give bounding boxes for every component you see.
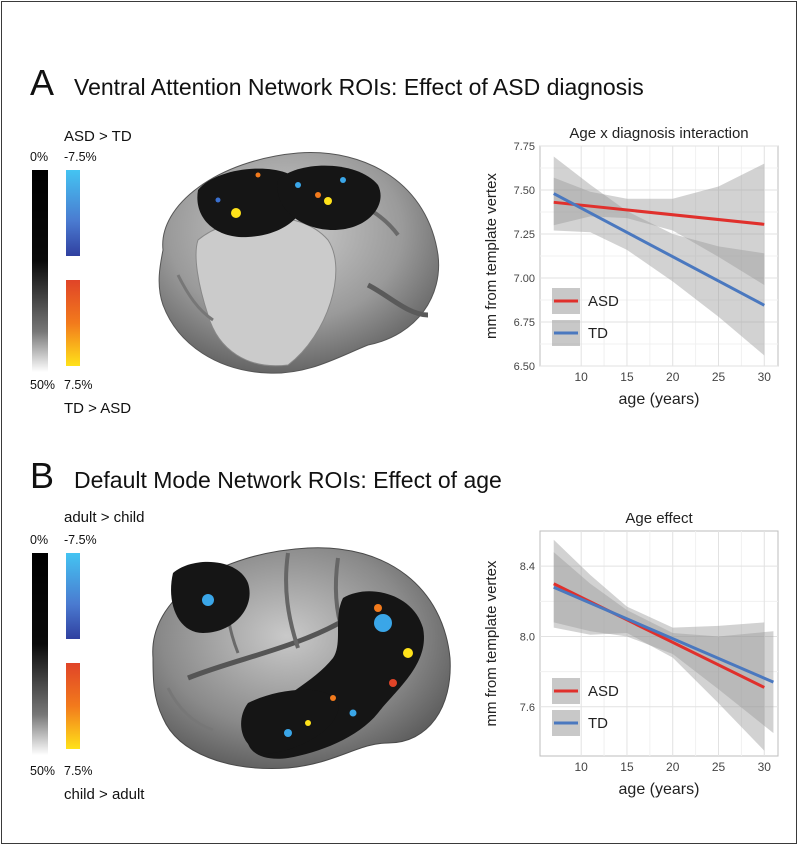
x-tick-label: 15 (620, 760, 634, 774)
chart-title: Age x diagnosis interaction (569, 125, 748, 142)
x-tick-label: 20 (666, 760, 680, 774)
confidence-band-td (553, 552, 774, 734)
panel-b-title: Default Mode Network ROIs: Effect of age (74, 467, 502, 493)
blob-blue (295, 182, 301, 188)
blob-yellow (231, 208, 241, 218)
y-tick-label: 7.00 (514, 273, 535, 285)
panel-b-pct-top-right: -7.5% (64, 533, 97, 547)
blob-blue (202, 594, 214, 606)
chart-title: Age effect (625, 510, 693, 527)
blob-yellow (403, 648, 413, 658)
blob-blue (284, 729, 292, 737)
series-line-td (553, 585, 775, 684)
y-axis-label: mm from template vertex (483, 560, 500, 726)
confidence-band-td (553, 156, 765, 356)
legend-label-asd: ASD (588, 683, 619, 700)
series-line-asd (553, 200, 765, 226)
panel-b-pct-bottom-left: 50% (30, 764, 56, 778)
panel-a-blue-bar (66, 170, 80, 256)
panel-a-hot-bar (66, 280, 80, 366)
blob-blue (349, 709, 357, 717)
series-line-td (553, 192, 765, 307)
y-tick-label: 7.6 (520, 702, 535, 714)
panel-b-pct-bottom-right: 7.5% (64, 764, 93, 778)
blob-blue (215, 197, 221, 203)
x-tick-label: 25 (712, 370, 726, 384)
panel-b-pct-top-left: 0% (30, 533, 49, 547)
blob-orange (330, 695, 336, 701)
y-tick-label: 7.25 (514, 229, 535, 241)
x-tick-label: 10 (575, 760, 589, 774)
panel-b-letter: B (30, 455, 55, 496)
blob-orange (315, 192, 321, 198)
x-axis-label: age (years) (619, 391, 700, 408)
panel-b-grayscale-bar (32, 553, 48, 755)
panel-a-letter: A (30, 62, 55, 103)
y-tick-label: 7.50 (514, 185, 535, 197)
panel-b-brain-lateral (152, 547, 451, 770)
x-tick-label: 15 (620, 370, 634, 384)
panel-a-title: Ventral Attention Network ROIs: Effect o… (74, 74, 644, 100)
panel-a-pct-bottom-left: 50% (30, 378, 56, 392)
blob-blue (374, 614, 392, 632)
confidence-band-asd (553, 539, 765, 751)
x-tick-label: 20 (666, 370, 680, 384)
legend-label-td: TD (588, 325, 608, 342)
y-tick-label: 7.75 (514, 141, 535, 153)
blob-orange (374, 604, 382, 612)
y-tick-label: 6.50 (514, 361, 535, 373)
panel-b-blue-bar (66, 553, 80, 639)
x-axis-label: age (years) (619, 781, 700, 798)
blob-yellow (305, 720, 311, 726)
x-tick-label: 10 (575, 370, 589, 384)
chart-age-diagnosis: 10 15 20 25 30 6.50 6.75 7.00 7.25 7.50 7.75 ASD TD A… (483, 125, 779, 408)
panel-a-pct-top-right: -7.5% (64, 150, 97, 164)
blob-blue (340, 177, 346, 183)
legend-label-td: TD (588, 715, 608, 732)
panel-a-scale-bottom-label: TD > ASD (64, 400, 132, 417)
panel-b-scale-top-label: adult > child (64, 509, 145, 526)
x-tick-label: 30 (758, 760, 772, 774)
blob-orange (255, 172, 261, 178)
panel-a-pct-bottom-right: 7.5% (64, 378, 93, 392)
confidence-band-asd (553, 163, 765, 286)
y-tick-label: 8.4 (520, 561, 535, 573)
panel-a-scale-top-label: ASD > TD (64, 128, 132, 145)
x-tick-label: 30 (758, 370, 772, 384)
legend-label-asd: ASD (588, 293, 619, 310)
panel-a-grayscale-bar (32, 170, 48, 372)
panel-b-hot-bar (66, 663, 80, 749)
panel-a-brain-medial (158, 152, 440, 374)
panel-b-scale-bottom-label: child > adult (64, 786, 145, 803)
y-tick-label: 8.0 (520, 631, 535, 643)
y-axis-label: mm from template vertex (483, 173, 500, 339)
panel-a-pct-top-left: 0% (30, 150, 49, 164)
chart-age-effect: 10 15 20 25 30 7.6 8.0 8.4 ASD TD Age effect age (y… (483, 510, 779, 798)
y-tick-label: 6.75 (514, 317, 535, 329)
blob-red (389, 679, 397, 687)
x-tick-label: 25 (712, 760, 726, 774)
blob-yellow (324, 197, 332, 205)
